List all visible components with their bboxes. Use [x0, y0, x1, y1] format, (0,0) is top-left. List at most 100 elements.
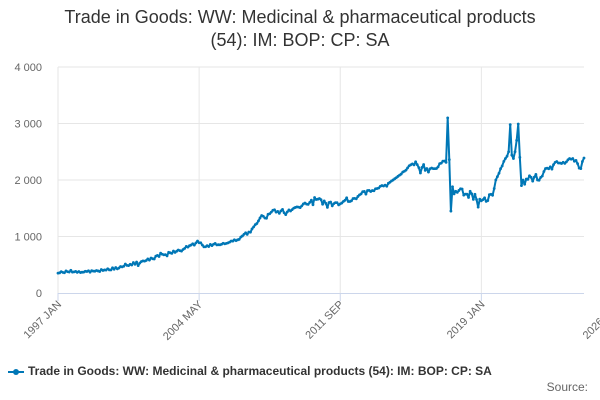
- data-point[interactable]: [194, 241, 198, 245]
- data-point[interactable]: [499, 167, 503, 171]
- data-point[interactable]: [476, 205, 480, 209]
- data-point[interactable]: [470, 192, 474, 196]
- data-point[interactable]: [526, 177, 530, 181]
- data-point[interactable]: [465, 192, 469, 196]
- data-point[interactable]: [419, 171, 422, 175]
- data-point[interactable]: [542, 170, 546, 173]
- data-point[interactable]: [552, 163, 555, 167]
- data-point[interactable]: [436, 165, 440, 169]
- data-point[interactable]: [550, 167, 554, 171]
- data-point[interactable]: [516, 122, 520, 126]
- data-point[interactable]: [350, 199, 353, 203]
- data-point[interactable]: [135, 260, 138, 264]
- data-point[interactable]: [547, 167, 551, 171]
- data-point[interactable]: [404, 168, 408, 172]
- data-point[interactable]: [415, 163, 419, 167]
- data-point[interactable]: [449, 209, 453, 213]
- data-point[interactable]: [133, 262, 137, 266]
- data-point[interactable]: [502, 159, 506, 163]
- data-point[interactable]: [579, 167, 583, 171]
- data-point[interactable]: [385, 184, 389, 188]
- data-point[interactable]: [255, 222, 259, 225]
- data-point[interactable]: [540, 174, 544, 178]
- data-point[interactable]: [300, 204, 304, 208]
- data-point[interactable]: [425, 167, 429, 170]
- data-point[interactable]: [326, 206, 329, 209]
- data-point[interactable]: [183, 246, 187, 250]
- data-point[interactable]: [510, 153, 514, 157]
- data-point[interactable]: [136, 264, 140, 267]
- data-point[interactable]: [455, 190, 459, 194]
- data-point[interactable]: [581, 160, 584, 163]
- data-point[interactable]: [412, 163, 416, 167]
- data-point[interactable]: [504, 157, 507, 160]
- data-point[interactable]: [63, 271, 66, 275]
- data-point[interactable]: [483, 196, 486, 200]
- data-point[interactable]: [446, 116, 450, 120]
- data-point[interactable]: [496, 175, 499, 179]
- data-point[interactable]: [452, 192, 456, 196]
- data-point[interactable]: [345, 196, 349, 200]
- data-point[interactable]: [529, 175, 533, 179]
- data-point[interactable]: [69, 268, 73, 272]
- data-point[interactable]: [250, 227, 254, 231]
- data-point[interactable]: [269, 210, 273, 214]
- data-point[interactable]: [237, 237, 241, 241]
- data-point[interactable]: [284, 213, 288, 217]
- data-point[interactable]: [518, 156, 522, 159]
- data-point[interactable]: [417, 166, 421, 170]
- data-point[interactable]: [273, 208, 276, 212]
- data-point[interactable]: [497, 171, 501, 175]
- data-point[interactable]: [377, 186, 381, 190]
- data-point[interactable]: [582, 156, 586, 160]
- data-point[interactable]: [491, 193, 494, 197]
- data-point[interactable]: [322, 199, 326, 203]
- data-point[interactable]: [467, 196, 470, 199]
- data-point[interactable]: [261, 214, 265, 218]
- data-point[interactable]: [515, 139, 519, 142]
- data-point[interactable]: [422, 163, 426, 166]
- data-point[interactable]: [372, 189, 376, 193]
- data-point[interactable]: [285, 210, 289, 214]
- data-point[interactable]: [311, 203, 315, 207]
- data-point[interactable]: [170, 251, 174, 255]
- data-point[interactable]: [362, 190, 366, 193]
- data-point[interactable]: [157, 255, 161, 258]
- legend-item[interactable]: Trade in Goods: WW: Medicinal & pharmace…: [8, 364, 492, 378]
- data-point[interactable]: [282, 211, 286, 215]
- data-point[interactable]: [319, 198, 323, 202]
- data-point[interactable]: [122, 264, 126, 268]
- data-point[interactable]: [109, 268, 113, 272]
- data-point[interactable]: [249, 230, 252, 234]
- data-point[interactable]: [505, 154, 509, 158]
- data-point[interactable]: [500, 164, 504, 168]
- data-point[interactable]: [531, 179, 535, 183]
- data-point[interactable]: [148, 258, 151, 262]
- data-point[interactable]: [468, 189, 472, 193]
- data-point[interactable]: [534, 172, 538, 176]
- data-point[interactable]: [200, 243, 204, 247]
- data-point[interactable]: [486, 199, 490, 203]
- data-point[interactable]: [277, 211, 281, 215]
- data-point[interactable]: [359, 192, 363, 196]
- data-point[interactable]: [308, 201, 312, 204]
- data-point[interactable]: [471, 197, 475, 201]
- data-point[interactable]: [152, 257, 156, 261]
- data-point[interactable]: [98, 270, 102, 273]
- data-point[interactable]: [576, 162, 579, 166]
- data-point[interactable]: [564, 160, 568, 164]
- data-point[interactable]: [265, 216, 268, 220]
- data-point[interactable]: [399, 172, 403, 176]
- data-point[interactable]: [548, 165, 552, 169]
- data-point[interactable]: [523, 182, 527, 186]
- data-point[interactable]: [165, 254, 169, 258]
- data-point[interactable]: [324, 201, 328, 205]
- data-point[interactable]: [521, 178, 525, 182]
- data-point[interactable]: [574, 159, 578, 162]
- data-point[interactable]: [329, 200, 333, 204]
- data-point[interactable]: [513, 150, 517, 154]
- data-point[interactable]: [335, 201, 339, 205]
- data-point[interactable]: [414, 160, 418, 164]
- data-point[interactable]: [321, 202, 324, 206]
- data-point[interactable]: [276, 209, 280, 213]
